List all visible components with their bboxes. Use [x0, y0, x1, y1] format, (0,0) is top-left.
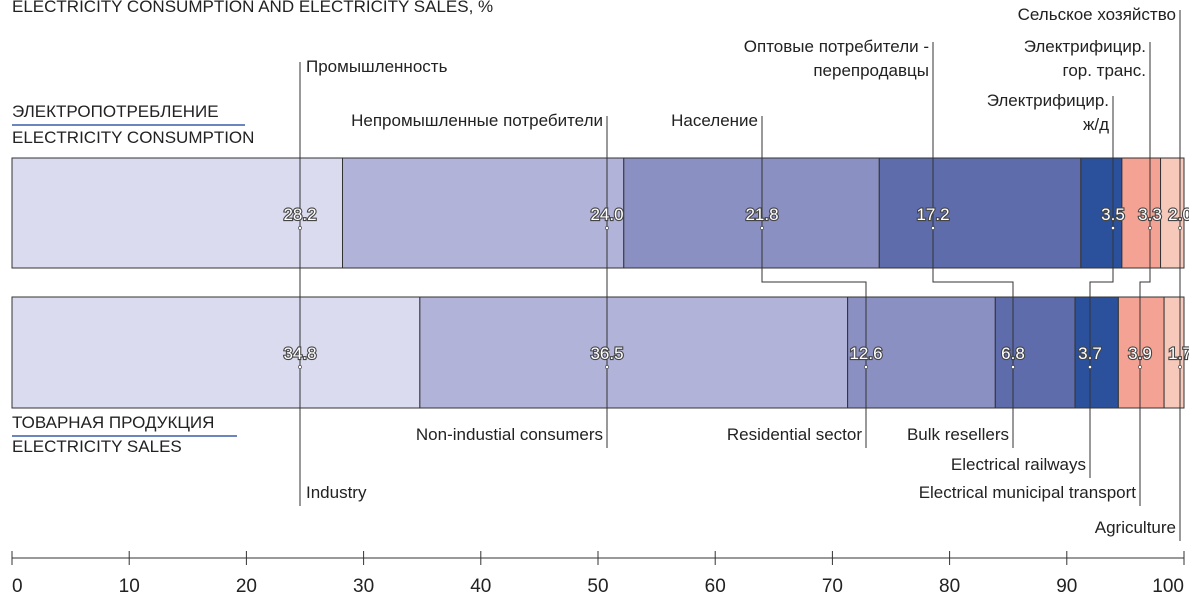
leader-dot: [298, 226, 302, 230]
bar-segment: [847, 296, 996, 409]
leader-dot: [1148, 226, 1152, 230]
series-label-ru: гор. транс.: [1063, 61, 1147, 80]
bar-segment: [11, 296, 421, 409]
row-label-ru: ТОВАРНАЯ ПРОДУКЦИЯ: [12, 413, 214, 432]
series-label-ru: Электрифицир.: [1024, 37, 1146, 56]
bar-segment: [994, 296, 1076, 409]
bar-segment: [1080, 157, 1123, 269]
value-label: 1.7: [1168, 344, 1189, 363]
bar-segment: [11, 157, 344, 269]
leader-dot: [1178, 226, 1182, 230]
x-tick-label: 40: [470, 576, 491, 597]
bar-segment: [1163, 296, 1185, 409]
series-label-ru: Промышленность: [306, 57, 448, 76]
row-label: ELECTRICITY CONSUMPTION: [12, 128, 254, 147]
series-label: Electrical railways: [951, 455, 1086, 474]
leader-dot: [298, 365, 302, 369]
x-tick-label: 10: [119, 576, 140, 597]
value-label: 36.5: [590, 344, 623, 363]
value-label: 17.2: [916, 205, 949, 224]
series-label: Agriculture: [1095, 518, 1176, 537]
series-label: Non-industial consumers: [416, 425, 603, 444]
value-label: 2.0: [1168, 205, 1189, 224]
series-label-ru: Оптовые потребители -: [744, 37, 929, 56]
value-label: 12.6: [849, 344, 882, 363]
leader-dot: [1138, 365, 1142, 369]
value-label: 3.9: [1128, 344, 1152, 363]
value-label: 24.0: [590, 205, 623, 224]
leader-line: [1139, 42, 1151, 506]
bar-segment: [342, 157, 625, 269]
bar-segment: [1121, 157, 1162, 269]
series-label-ru: ж/д: [1083, 115, 1109, 134]
x-tick-label: 20: [236, 576, 257, 597]
leader-dot: [605, 226, 609, 230]
leader-dot: [760, 226, 764, 230]
series-label: Industry: [306, 483, 367, 502]
series-label: Electrical municipal transport: [919, 483, 1137, 502]
bar-segment: [623, 157, 880, 269]
leader-dot: [1011, 365, 1015, 369]
value-label: 6.8: [1001, 344, 1025, 363]
bar-segment: [878, 157, 1082, 269]
value-label: 34.8: [283, 344, 316, 363]
series-label-ru: Население: [671, 111, 758, 130]
value-label: 28.2: [283, 205, 316, 224]
x-tick-label: 80: [939, 576, 960, 597]
series-label-ru: Электрифицир.: [987, 91, 1109, 110]
chart-title: ELECTRICITY CONSUMPTION AND ELECTRICITY …: [12, 0, 493, 16]
x-tick-label: 70: [822, 576, 843, 597]
x-tick-label: 60: [705, 576, 726, 597]
leader-line: [932, 42, 1014, 448]
value-label: 3.7: [1078, 344, 1102, 363]
leader-dot: [931, 226, 935, 230]
x-tick-label: 100: [1152, 576, 1184, 597]
bar-segment: [1160, 157, 1185, 269]
value-label: 3.3: [1138, 205, 1162, 224]
value-label: 3.5: [1101, 205, 1125, 224]
series-label: Bulk resellers: [907, 425, 1009, 444]
row-label-ru: ЭЛЕКТРОПОТРЕБЛЕНИЕ: [12, 102, 219, 121]
row-label: ELECTRICITY SALES: [12, 437, 182, 456]
leader-line: [1089, 96, 1114, 478]
x-tick-label: 50: [587, 576, 608, 597]
x-tick-label: 90: [1056, 576, 1077, 597]
x-tick-label: 30: [353, 576, 374, 597]
value-label: 21.8: [745, 205, 778, 224]
bar-segment: [1074, 296, 1119, 409]
leader-dot: [605, 365, 609, 369]
series-label: Residential sector: [727, 425, 862, 444]
series-label-ru: Непромышленные потребители: [351, 111, 603, 130]
leader-dot: [1178, 365, 1182, 369]
series-label-ru: Сельское хозяйство: [1018, 5, 1176, 24]
leader-line: [761, 116, 867, 448]
leader-dot: [864, 365, 868, 369]
leader-dot: [1111, 226, 1115, 230]
leader-dot: [1088, 365, 1092, 369]
x-tick-label: 0: [12, 576, 23, 597]
bar-segment: [419, 296, 849, 409]
series-label-ru: перепродавцы: [813, 61, 929, 80]
